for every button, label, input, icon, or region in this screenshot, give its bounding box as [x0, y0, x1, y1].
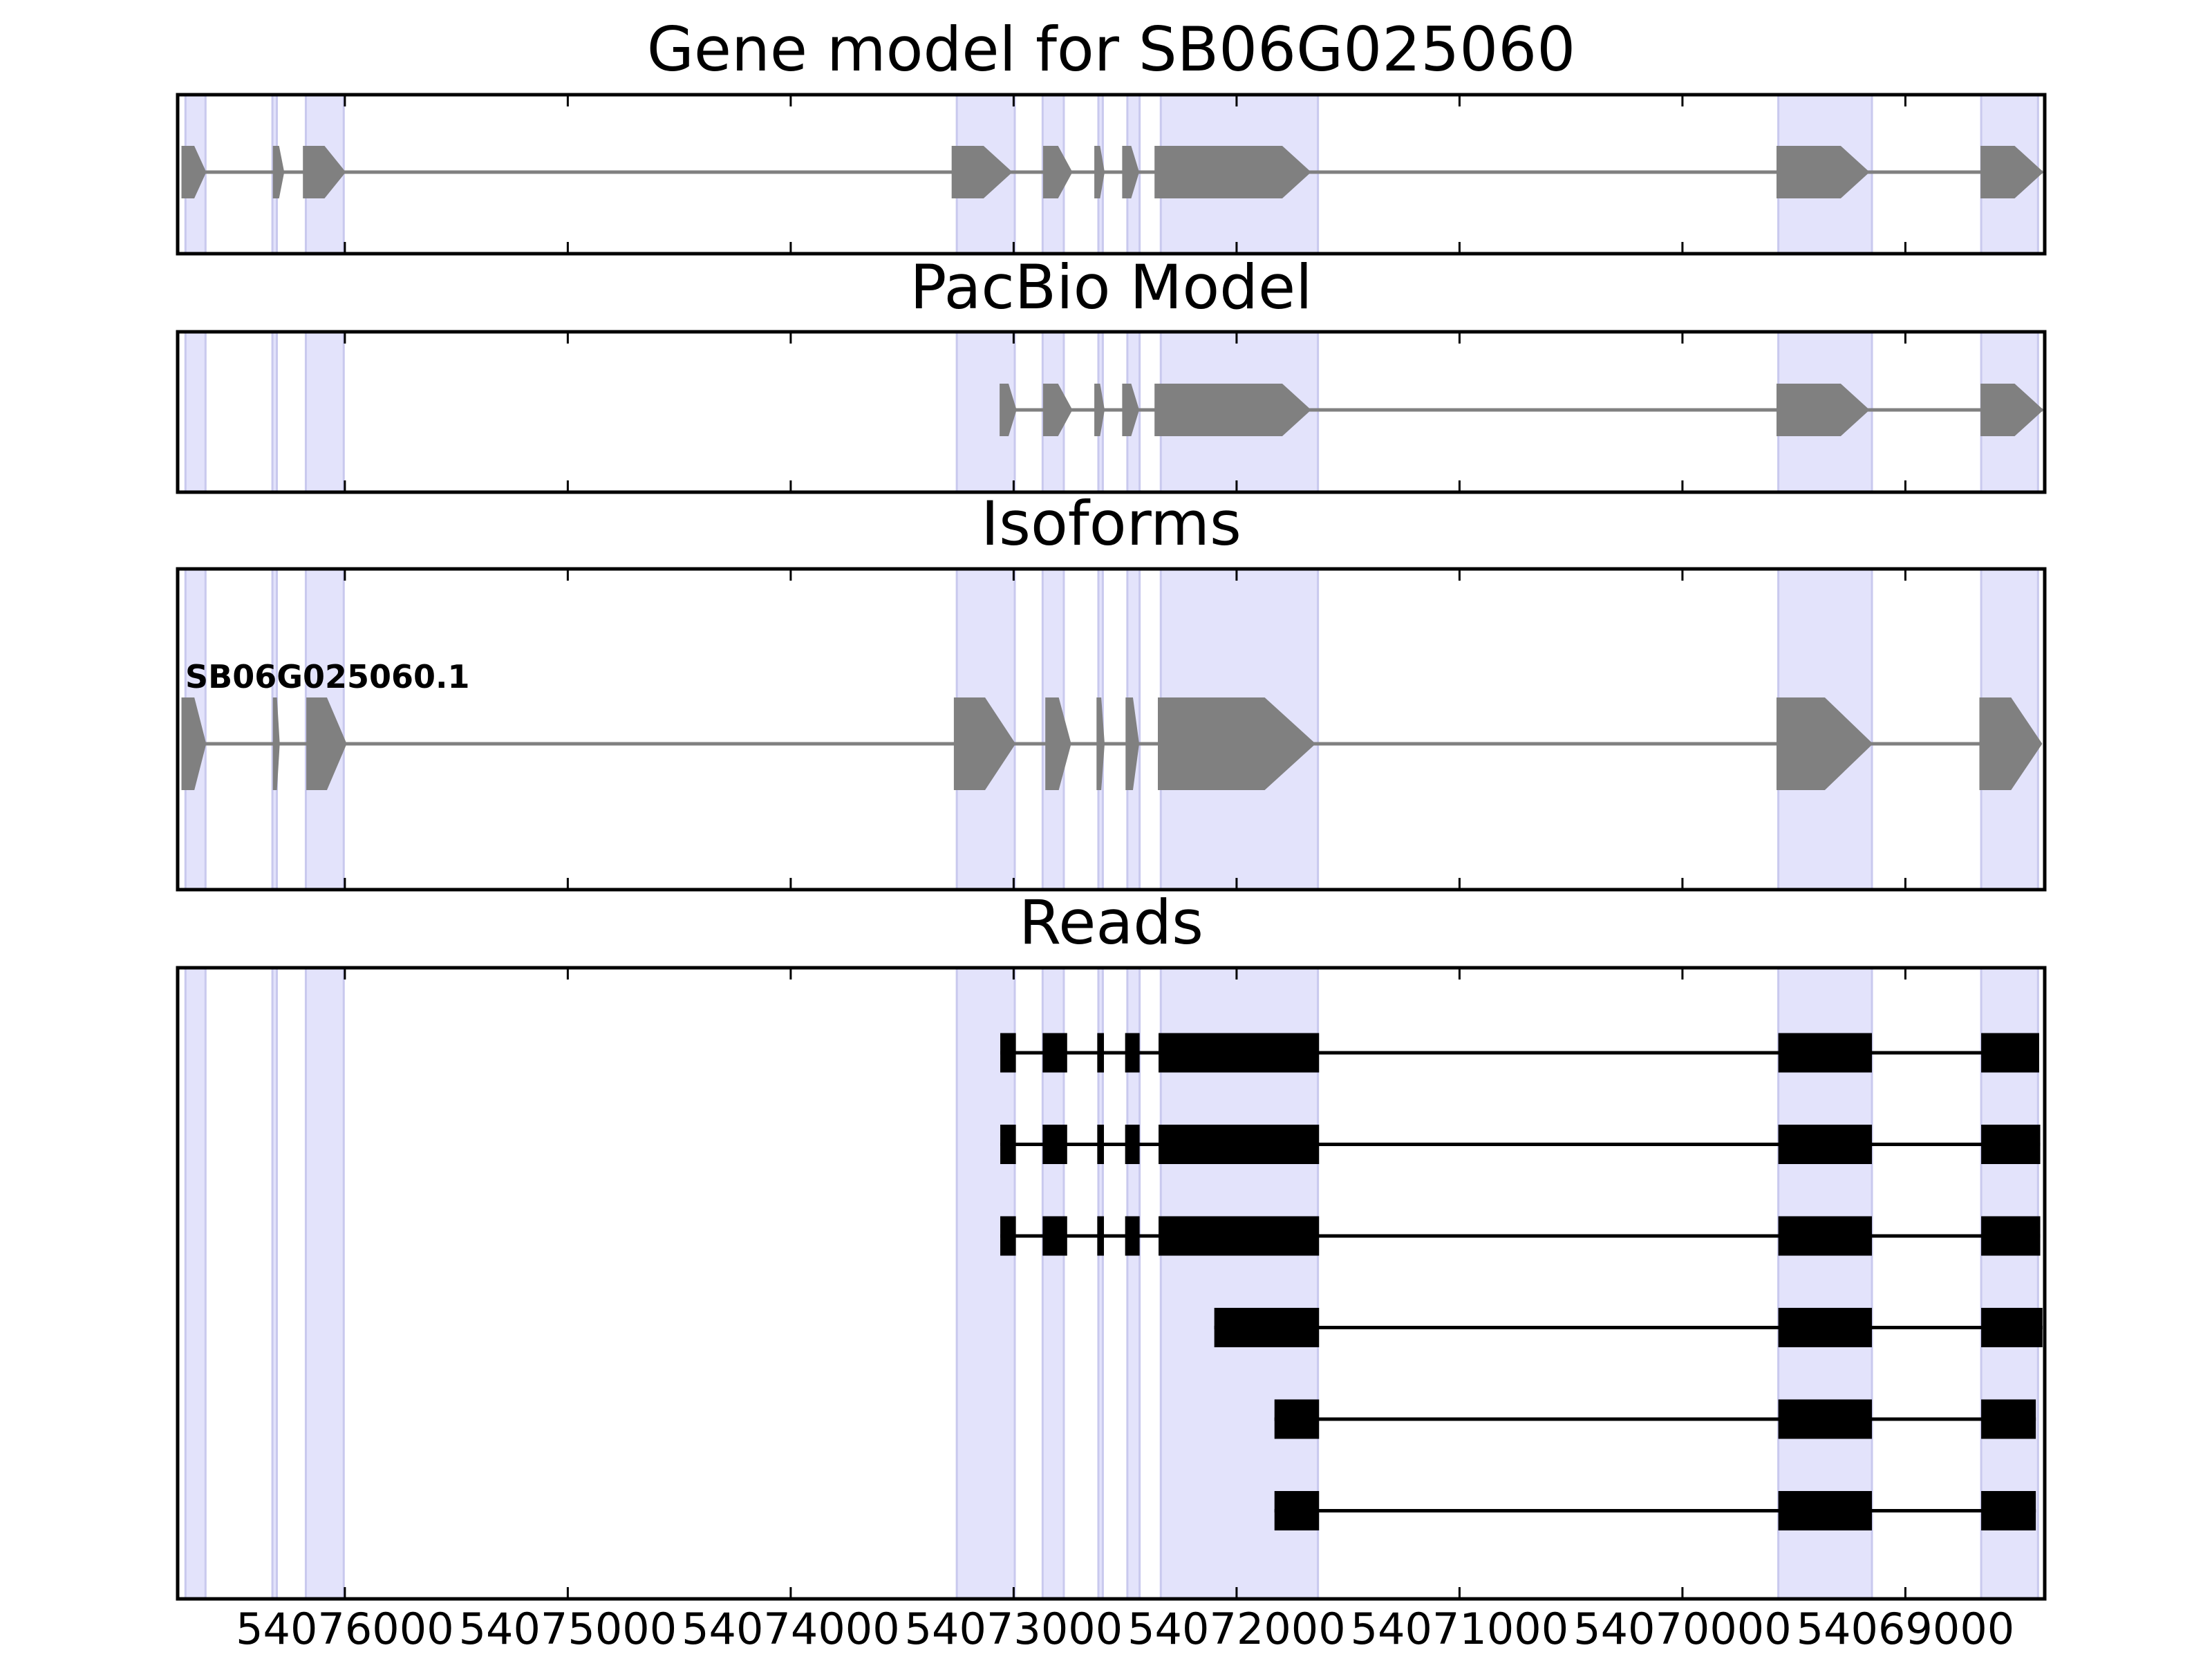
x-tick-label: 54072000: [1127, 1604, 1346, 1654]
read-block: [1097, 1125, 1105, 1164]
read-block: [1778, 1216, 1873, 1256]
exon-block: [1980, 146, 2044, 198]
read-block: [1125, 1125, 1140, 1164]
exon-block: [953, 697, 1016, 790]
x-tick-label: 54070000: [1573, 1604, 1792, 1654]
panel-frame: [176, 966, 2047, 1601]
exon-block: [1122, 384, 1140, 436]
exon-block: [1042, 146, 1073, 198]
read-block: [1000, 1125, 1016, 1164]
read-block: [1097, 1033, 1105, 1073]
read-block: [1125, 1033, 1140, 1073]
highlight-region: [184, 966, 207, 1600]
read-block: [1214, 1308, 1320, 1347]
panel-frame: [176, 330, 2047, 494]
read-block: [1159, 1033, 1320, 1073]
x-tick-label: 54069000: [1797, 1604, 2015, 1654]
exon-block: [1980, 384, 2044, 436]
exon-block: [303, 146, 346, 198]
panel-frame: [176, 567, 2047, 892]
exon-block: [306, 697, 347, 790]
isoform-label: SB06G025060.1: [185, 658, 469, 695]
panel-frame: [176, 93, 2047, 256]
x-tick-label: 54073000: [905, 1604, 1123, 1654]
exon-block: [1042, 384, 1073, 436]
panel-title: Gene model for SB06G025060: [647, 14, 1576, 85]
read-block: [1981, 1491, 2036, 1530]
exon-block: [181, 146, 207, 198]
panel-title: Isoforms: [981, 488, 1241, 559]
exon-block: [1094, 384, 1105, 436]
exon-block: [1000, 384, 1017, 436]
exon-block: [1125, 697, 1140, 790]
read-block: [1000, 1216, 1016, 1256]
highlight-region: [1041, 966, 1065, 1600]
read-block: [1000, 1033, 1016, 1073]
read-block: [1125, 1216, 1140, 1256]
x-tick-label: 54074000: [682, 1604, 900, 1654]
read-block: [1042, 1125, 1067, 1164]
read-block: [1778, 1491, 1873, 1530]
read-block: [1778, 1308, 1873, 1347]
read-block: [1778, 1033, 1873, 1073]
x-tick-label: 54075000: [459, 1604, 677, 1654]
exon-block: [1154, 146, 1311, 198]
exon-block: [951, 146, 1013, 198]
read-block: [1274, 1491, 1320, 1530]
highlight-region: [271, 330, 279, 494]
highlight-region: [304, 330, 345, 494]
read-block: [1274, 1399, 1320, 1439]
read-block: [1981, 1125, 2041, 1164]
read-block: [1097, 1216, 1105, 1256]
read-block: [1042, 1216, 1067, 1256]
read-block: [1778, 1399, 1873, 1439]
exon-block: [181, 697, 207, 790]
x-tick-label: 54076000: [236, 1604, 454, 1654]
panel-title: Reads: [1019, 887, 1203, 958]
exon-block: [1045, 697, 1071, 790]
exon-block: [272, 697, 280, 790]
exon-block: [1777, 146, 1870, 198]
exon-block: [1096, 697, 1105, 790]
read-block: [1981, 1399, 2036, 1439]
exon-block: [272, 146, 285, 198]
exon-block: [1158, 697, 1316, 790]
highlight-region: [271, 966, 279, 1600]
exon-block: [1094, 146, 1105, 198]
exon-block: [1777, 384, 1870, 436]
exon-block: [1154, 384, 1311, 436]
panel-title: PacBio Model: [910, 252, 1312, 323]
read-block: [1159, 1125, 1320, 1164]
read-block: [1981, 1033, 2039, 1073]
read-block: [1042, 1033, 1067, 1073]
exon-block: [1122, 146, 1140, 198]
highlight-region: [304, 966, 345, 1600]
read-block: [1159, 1216, 1320, 1256]
read-block: [1981, 1216, 2041, 1256]
read-block: [1981, 1308, 2043, 1347]
highlight-region: [184, 330, 207, 494]
exon-block: [1777, 697, 1873, 790]
x-tick-label: 54071000: [1351, 1604, 1569, 1654]
exon-block: [1979, 697, 2043, 790]
read-block: [1778, 1125, 1873, 1164]
